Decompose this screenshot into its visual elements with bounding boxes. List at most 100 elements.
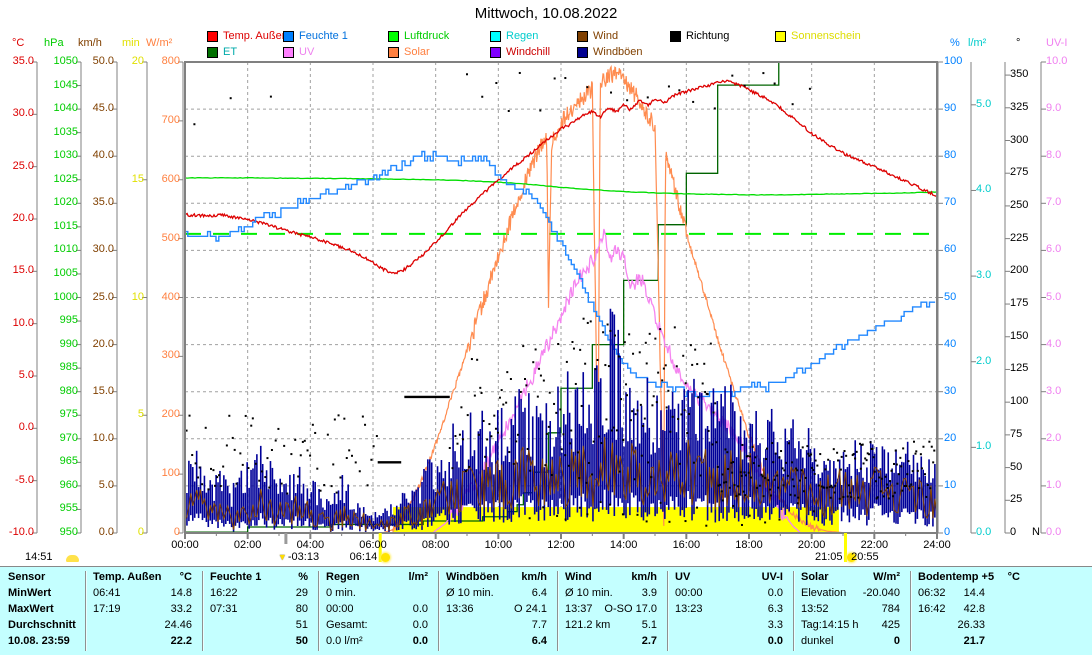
richtung-dot [596, 358, 599, 361]
richtung-dot [646, 96, 649, 99]
richtung-dot [791, 461, 794, 464]
table-cell-value: O 24.1 [513, 603, 547, 615]
richtung-dot [740, 474, 743, 477]
richtung-dot [696, 363, 699, 366]
richtung-dot [314, 431, 317, 434]
table-cell-time: Elevation [801, 587, 847, 599]
richtung-dot [358, 470, 361, 473]
richtung-dot [286, 492, 289, 495]
richtung-dot [557, 343, 560, 346]
table-cell-value: 21.7 [963, 635, 985, 647]
richtung-dot [778, 456, 781, 459]
richtung-dot [260, 470, 263, 473]
richtung-dot [337, 414, 340, 417]
richtung-dot [740, 523, 743, 526]
richtung-dot [786, 474, 789, 477]
table-header-name: Windböen [446, 571, 500, 583]
table-header-sensor: Sensor [8, 571, 46, 583]
richtung-dot [283, 444, 286, 447]
table-cell-value: 5.1 [641, 619, 657, 631]
richtung-dot [277, 427, 280, 430]
richtung-dot [636, 409, 639, 412]
richtung-dot [761, 475, 764, 478]
richtung-dot [858, 442, 861, 445]
richtung-dot [464, 469, 467, 472]
richtung-dot [639, 403, 642, 406]
richtung-dot [772, 461, 775, 464]
richtung-dot [659, 501, 662, 504]
richtung-dot [902, 447, 905, 450]
richtung-dot [523, 378, 526, 381]
richtung-dot [744, 494, 747, 497]
richtung-dot [770, 494, 773, 497]
richtung-dot [732, 461, 735, 464]
richtung-dot [498, 396, 501, 399]
richtung-dot [598, 435, 601, 438]
richtung-dot [330, 485, 333, 488]
richtung-dot [665, 406, 668, 409]
richtung-dot [370, 458, 373, 461]
table-cell-value: 26.33 [957, 619, 985, 631]
richtung-dot [893, 462, 896, 465]
richtung-dot [297, 475, 300, 478]
richtung-dot [586, 86, 589, 89]
richtung-dot [869, 441, 872, 444]
richtung-dot [509, 378, 512, 381]
richtung-dot [720, 490, 723, 493]
richtung-dot [905, 484, 908, 487]
richtung-dot [451, 467, 454, 470]
table-cell-value: 7.7 [531, 619, 547, 631]
richtung-dot [901, 489, 904, 492]
richtung-dot [866, 452, 869, 455]
table-cell-time: 07:31 [210, 603, 238, 615]
table-cell-value: 24.46 [164, 619, 192, 631]
richtung-dot [502, 403, 505, 406]
richtung-dot [605, 418, 608, 421]
richtung-dot [525, 384, 528, 387]
richtung-dot [466, 73, 468, 76]
richtung-dot [496, 431, 499, 434]
richtung-dot [678, 89, 681, 92]
richtung-dot [662, 367, 665, 370]
richtung-dot [868, 453, 871, 456]
table-cell-value: 6.4 [531, 587, 547, 599]
richtung-dot [717, 484, 720, 487]
richtung-dot [836, 451, 839, 454]
richtung-dot [865, 459, 868, 462]
richtung-dot [713, 107, 716, 110]
richtung-dot [629, 419, 632, 422]
richtung-dot [316, 467, 319, 470]
table-divider [202, 571, 203, 651]
richtung-dot [507, 109, 510, 112]
richtung-dot [580, 404, 583, 407]
richtung-dot [890, 469, 893, 472]
richtung-dot [632, 352, 635, 355]
richtung-dot [912, 440, 915, 443]
richtung-dot [648, 332, 651, 335]
richtung-dot [350, 454, 353, 457]
richtung-dot [544, 464, 547, 467]
richtung-dot [532, 361, 535, 364]
richtung-dot [932, 461, 935, 464]
richtung-dot [776, 474, 779, 477]
richtung-dot [914, 452, 917, 455]
richtung-dot [589, 320, 592, 323]
table-cell-time: 00:00 [675, 587, 703, 599]
richtung-dot [493, 414, 496, 417]
richtung-dot [827, 458, 830, 461]
richtung-dot [703, 362, 706, 365]
richtung-dot [707, 429, 710, 432]
richtung-dot [623, 341, 626, 344]
richtung-dot [354, 461, 357, 464]
richtung-dot [882, 495, 885, 498]
table-header-unit: km/h [631, 571, 657, 583]
table-cell-time: 16:42 [918, 603, 946, 615]
table-header-unit: % [298, 571, 308, 583]
richtung-dot [628, 333, 631, 336]
richtung-dot [241, 463, 244, 466]
richtung-dot [219, 485, 222, 488]
richtung-dot [251, 417, 254, 420]
richtung-dot [456, 442, 459, 445]
